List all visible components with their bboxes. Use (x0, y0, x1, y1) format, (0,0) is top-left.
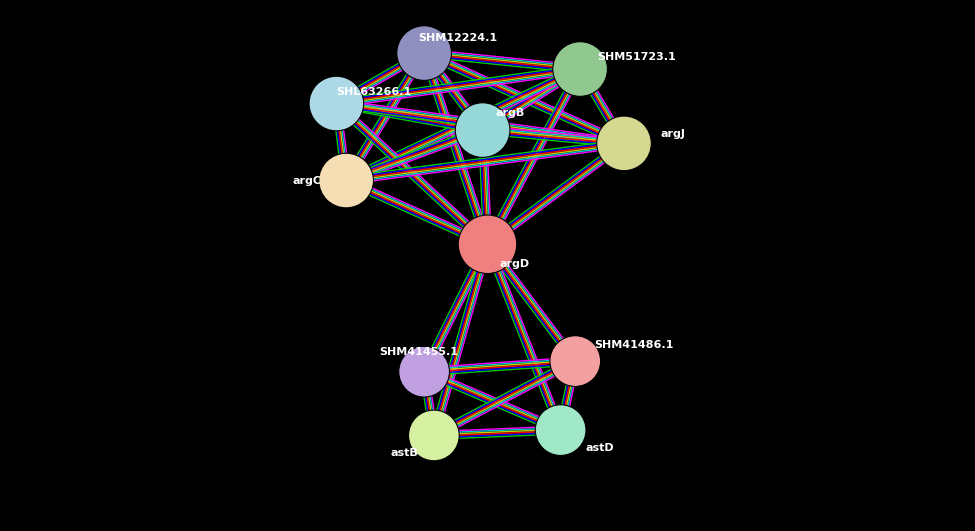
Text: astB: astB (391, 449, 418, 458)
Circle shape (397, 26, 451, 80)
Circle shape (409, 410, 459, 461)
Circle shape (455, 103, 510, 157)
Text: SHM41486.1: SHM41486.1 (594, 340, 674, 350)
Text: argB: argB (495, 108, 525, 118)
Circle shape (399, 346, 449, 397)
Text: SHM51723.1: SHM51723.1 (598, 53, 676, 62)
Circle shape (550, 336, 601, 387)
Circle shape (553, 42, 607, 96)
Circle shape (309, 76, 364, 131)
Text: astD: astD (585, 443, 614, 453)
Text: argJ: argJ (660, 129, 685, 139)
Circle shape (597, 116, 651, 170)
Text: argD: argD (500, 260, 529, 269)
Text: SHL63266.1: SHL63266.1 (335, 87, 411, 97)
Circle shape (458, 215, 517, 273)
Circle shape (535, 405, 586, 456)
Text: SHM12224.1: SHM12224.1 (418, 33, 498, 43)
Text: SHM41455.1: SHM41455.1 (379, 347, 459, 356)
Text: argC: argC (292, 176, 322, 185)
Circle shape (319, 153, 373, 208)
